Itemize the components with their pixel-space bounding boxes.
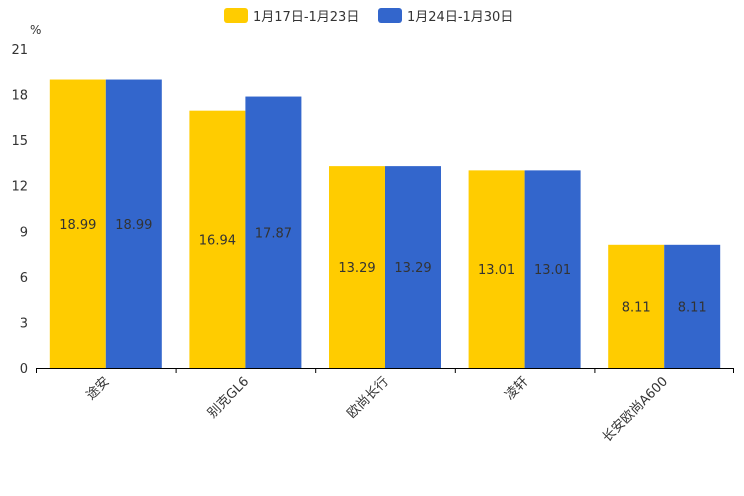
data-label: 16.94 — [199, 233, 236, 248]
y-tick-label: 15 — [11, 134, 28, 149]
bar — [664, 244, 721, 368]
bar — [105, 79, 162, 368]
y-axis-unit-label: % — [30, 23, 41, 37]
bar — [524, 170, 581, 368]
data-label: 18.99 — [59, 218, 96, 233]
legend: 1月17日-1月23日 1月24日-1月30日 — [224, 8, 513, 25]
y-tick-label: 3 — [20, 316, 28, 331]
data-label: 8.11 — [678, 300, 707, 315]
legend-label: 1月24日-1月30日 — [407, 10, 513, 25]
category-label: 别克GL6 — [205, 374, 252, 421]
category-label: 欧尚长行 — [344, 374, 391, 421]
bar — [468, 170, 525, 368]
y-tick-label: 0 — [20, 362, 28, 377]
data-label: 8.11 — [622, 300, 651, 315]
category-label: 凌轩 — [502, 374, 531, 403]
category-label: 长安欧尚A600 — [600, 374, 671, 445]
legend-swatch — [378, 8, 402, 23]
data-label: 13.29 — [338, 261, 375, 276]
data-label: 18.99 — [115, 218, 152, 233]
bar — [385, 166, 441, 368]
y-axis: 0 3 6 9 12 15 18 21 — [11, 43, 28, 377]
bar — [608, 244, 665, 368]
data-label: 13.01 — [478, 263, 515, 278]
data-label: 17.87 — [255, 226, 292, 241]
y-tick-label: 9 — [20, 225, 28, 240]
bar — [245, 96, 302, 368]
legend-swatch — [224, 8, 248, 23]
bar — [49, 79, 106, 368]
bars: 18.99 18.99 16.94 17.87 13.29 13.29 13.01 13.01… — [49, 79, 721, 368]
bar — [189, 110, 246, 368]
category-label: 途安 — [83, 374, 113, 404]
y-tick-label: 12 — [11, 180, 28, 195]
bar — [329, 166, 385, 368]
y-tick-label: 18 — [11, 89, 28, 104]
x-axis: 途安 别克GL6 欧尚长行 凌轩 长安欧尚A600 — [36, 368, 734, 445]
legend-label: 1月17日-1月23日 — [253, 10, 359, 25]
y-tick-label: 6 — [20, 271, 28, 286]
data-label: 13.01 — [534, 263, 571, 278]
y-tick-label: 21 — [11, 43, 28, 58]
data-label: 13.29 — [394, 261, 431, 276]
